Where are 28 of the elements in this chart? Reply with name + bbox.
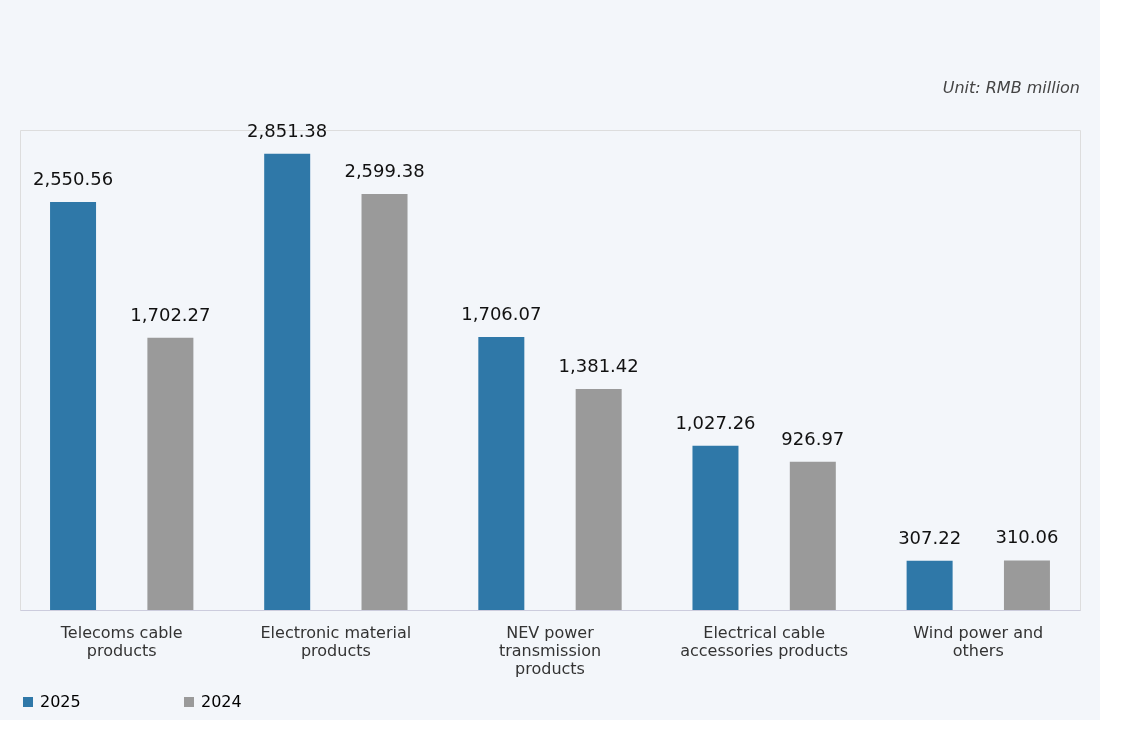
data-label: 307.22 [898,526,962,548]
legend-label: 2025 [40,692,81,711]
data-label: 2,550.56 [32,167,114,189]
bar [906,560,953,610]
x-tick-label: Electrical cable accessories products [680,622,849,660]
data-label: 2,599.38 [344,160,425,182]
x-tick-label: Electronic material products [260,622,412,660]
data-label: 1,027.26 [675,411,756,433]
data-label: 1,702.27 [130,303,211,325]
bar [575,388,622,610]
bar [361,194,408,610]
data-label: 310.06 [995,526,1059,548]
data-label: 1,706.07 [461,303,542,325]
bar [789,461,836,610]
text: Unit: RMB million [942,78,1080,97]
x-tick-label: Wind power and others [913,622,1044,660]
data-label: 1,381.42 [558,354,639,376]
bar [692,445,739,610]
bar [264,153,311,610]
legend-label: 2024 [201,692,242,711]
bar [1003,560,1050,610]
data-label: 926.97 [781,427,845,449]
bar [147,337,194,610]
data-label: 2,851.38 [247,119,328,141]
bar [478,337,525,610]
bar [50,201,97,610]
x-tick-label: NEV power transmission products [498,622,602,678]
x-tick-label: Telecoms cable products [59,622,183,660]
